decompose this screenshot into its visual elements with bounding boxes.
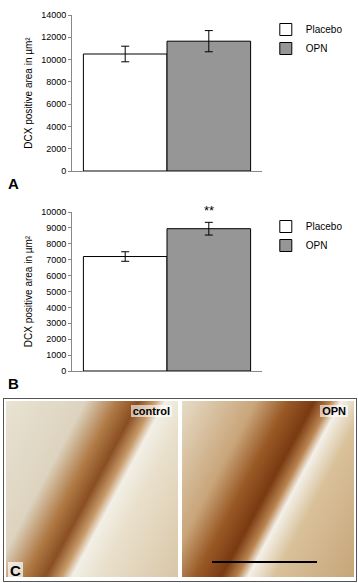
svg-text:6000: 6000 bbox=[46, 271, 66, 281]
html-text:OPN: OPN bbox=[322, 405, 346, 417]
svg-text:7000: 7000 bbox=[46, 255, 66, 265]
svg-text:0: 0 bbox=[61, 366, 66, 376]
svg-text:14000: 14000 bbox=[41, 10, 66, 20]
svg-text:Placebo: Placebo bbox=[306, 221, 343, 232]
svg-text:8000: 8000 bbox=[46, 239, 66, 249]
html-text:B: B bbox=[8, 375, 19, 392]
svg-text:OPN: OPN bbox=[306, 240, 328, 251]
html-text:A: A bbox=[8, 175, 19, 192]
html-text:C: C bbox=[10, 562, 21, 579]
svg-text:5000: 5000 bbox=[46, 287, 66, 297]
svg-text:Placebo: Placebo bbox=[306, 24, 343, 35]
html-text:control: control bbox=[132, 405, 170, 417]
svg-text:**: ** bbox=[204, 203, 214, 218]
svg-text:2000: 2000 bbox=[46, 334, 66, 344]
svg-text:6000: 6000 bbox=[46, 99, 66, 109]
svg-text:12000: 12000 bbox=[41, 32, 66, 42]
svg-text:1000: 1000 bbox=[46, 350, 66, 360]
svg-text:0: 0 bbox=[61, 166, 66, 176]
svg-text:2000: 2000 bbox=[46, 144, 66, 154]
svg-text:DCX positive area in µm²: DCX positive area in µm² bbox=[23, 235, 34, 347]
svg-text:10000: 10000 bbox=[41, 207, 66, 217]
svg-text:OPN: OPN bbox=[306, 43, 328, 54]
svg-text:3000: 3000 bbox=[46, 318, 66, 328]
svg-text:9000: 9000 bbox=[46, 223, 66, 233]
svg-text:10000: 10000 bbox=[41, 55, 66, 65]
svg-text:DCX positive area in µm²: DCX positive area in µm² bbox=[23, 37, 34, 149]
svg-text:4000: 4000 bbox=[46, 303, 66, 313]
svg-text:8000: 8000 bbox=[46, 77, 66, 87]
svg-text:4000: 4000 bbox=[46, 122, 66, 132]
